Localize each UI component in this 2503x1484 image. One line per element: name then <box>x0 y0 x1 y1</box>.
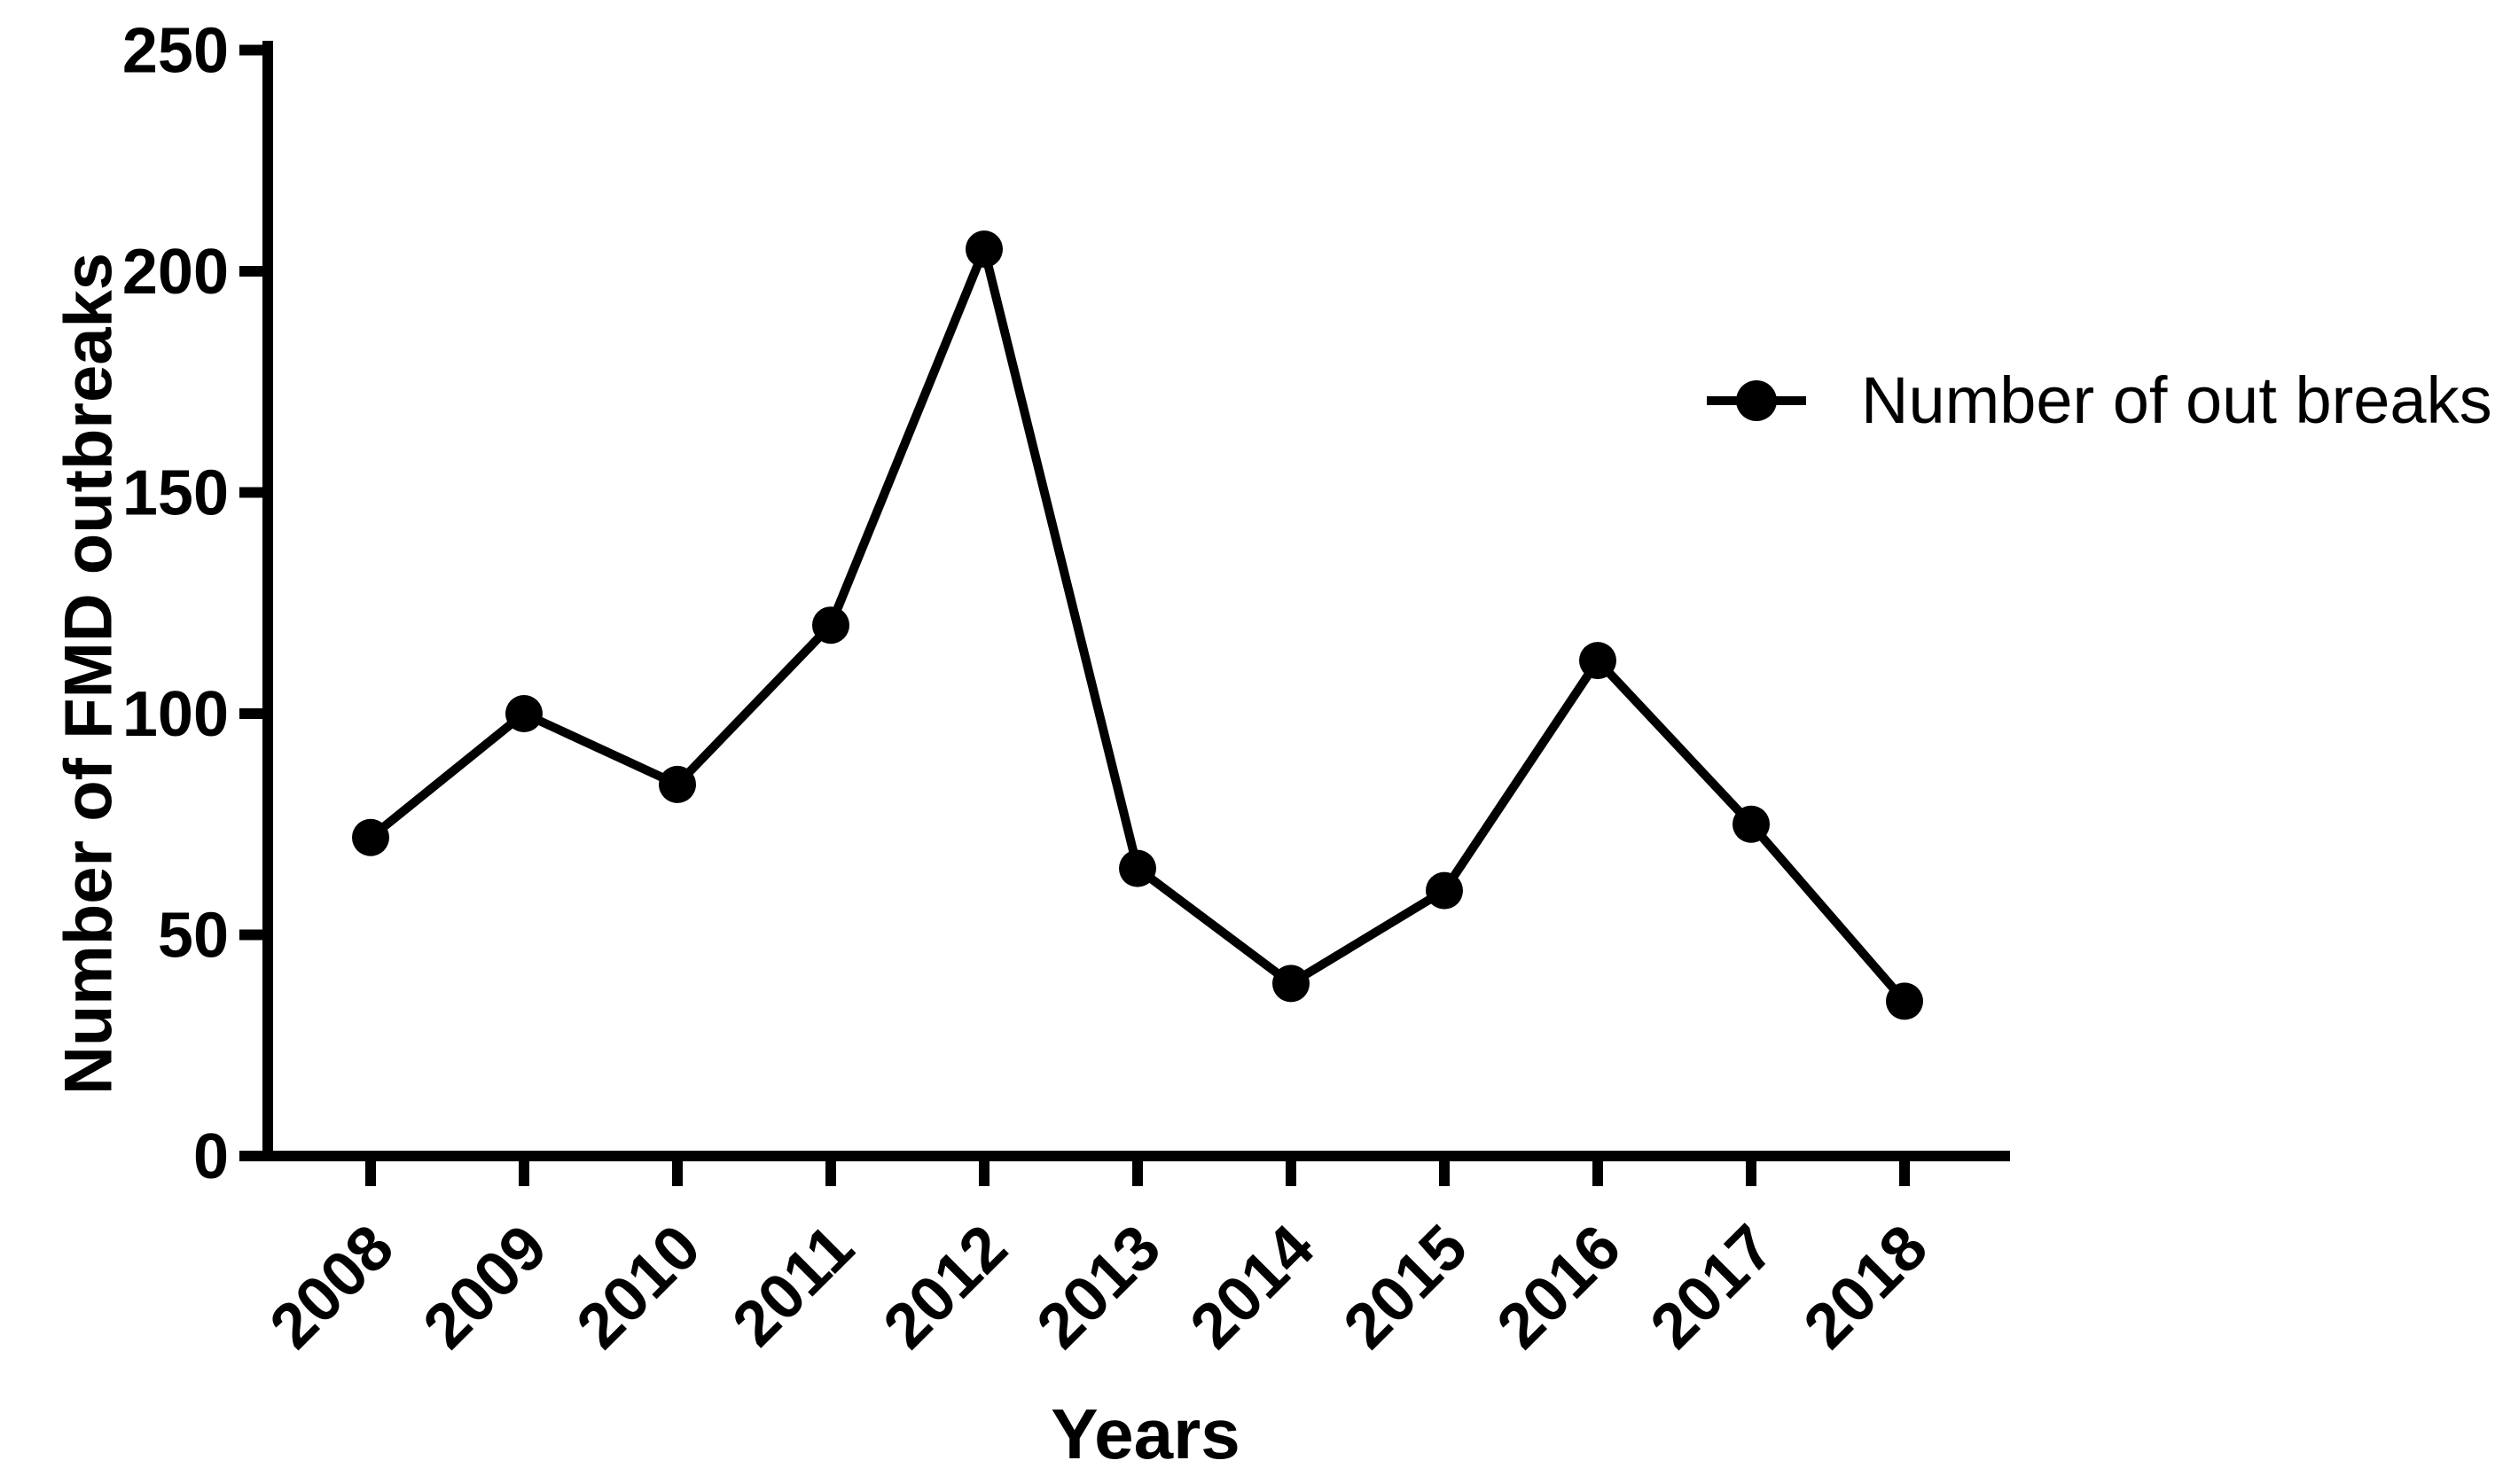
y-tick-label: 50 <box>158 901 229 972</box>
data-point <box>1733 805 1770 843</box>
y-tick-label: 100 <box>122 679 229 750</box>
x-tick-label: 2009 <box>410 1212 560 1363</box>
data-point <box>1579 642 1616 680</box>
x-tick-label: 2017 <box>1637 1212 1787 1363</box>
data-point <box>659 765 696 803</box>
y-tick-label: 150 <box>122 458 229 529</box>
y-tick-label: 250 <box>122 16 229 87</box>
legend-label: Number of out breaks <box>1861 363 2492 437</box>
x-tick-label: 2016 <box>1483 1212 1634 1363</box>
data-point <box>1272 965 1310 1003</box>
y-axis-title: Number of FMD outbreaks <box>51 252 127 1096</box>
data-point <box>812 606 849 644</box>
x-tick-label: 2008 <box>256 1212 407 1363</box>
data-point <box>1426 871 1463 910</box>
x-axis-title: Years <box>1051 1394 1240 1473</box>
x-tick-label: 2015 <box>1330 1212 1481 1363</box>
y-tick-label: 200 <box>122 237 229 308</box>
x-tick-label: 2012 <box>870 1212 1021 1363</box>
data-point <box>966 230 1003 269</box>
data-point <box>505 695 543 732</box>
data-point <box>1886 982 1923 1020</box>
x-tick-label: 2010 <box>563 1212 714 1363</box>
data-point <box>1119 849 1156 887</box>
x-tick-label: 2013 <box>1023 1212 1174 1363</box>
data-line <box>366 245 1909 1006</box>
y-tick-label: 0 <box>193 1121 229 1192</box>
data-point <box>352 818 389 856</box>
x-tick-label: 2018 <box>1790 1212 1941 1363</box>
x-tick-label: 2014 <box>1177 1212 1327 1363</box>
legend: Number of out breaks <box>1703 361 2492 441</box>
legend-line-marker-icon <box>1707 380 1806 421</box>
x-tick-label: 2011 <box>719 1212 867 1360</box>
